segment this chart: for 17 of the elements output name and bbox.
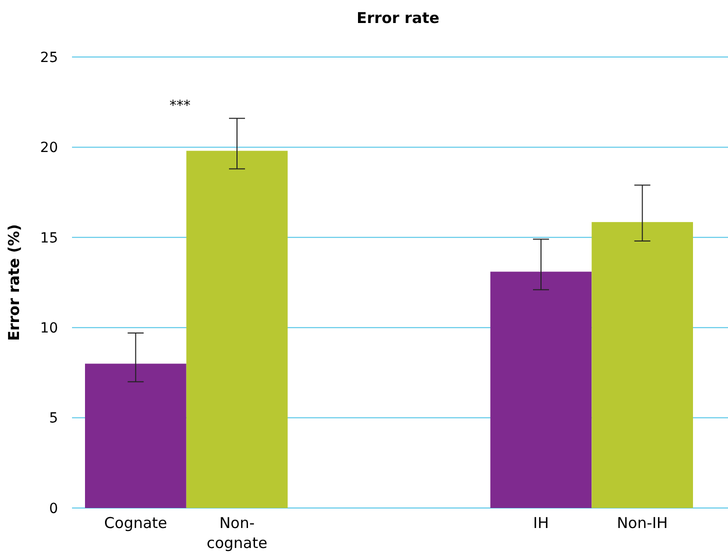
x-tick-label: IH — [533, 514, 549, 532]
x-tick-label: Non-IH — [616, 514, 668, 532]
y-tick-label: 15 — [40, 230, 58, 246]
chart-title: Error rate — [356, 9, 440, 27]
bar — [490, 272, 592, 508]
y-tick-label: 0 — [49, 500, 58, 517]
bar — [85, 364, 186, 508]
y-axis-title: Error rate (%) — [5, 224, 23, 341]
annotation: *** — [170, 98, 190, 114]
y-tick-label: 5 — [49, 410, 58, 427]
y-tick-label: 25 — [40, 50, 58, 66]
bar — [592, 222, 693, 508]
x-tick-label: Non-cognate — [206, 514, 268, 552]
y-tick-label: 10 — [40, 320, 58, 336]
y-tick-label: 20 — [40, 140, 58, 156]
x-tick-label: Cognate — [104, 514, 168, 532]
bar — [186, 150, 288, 508]
